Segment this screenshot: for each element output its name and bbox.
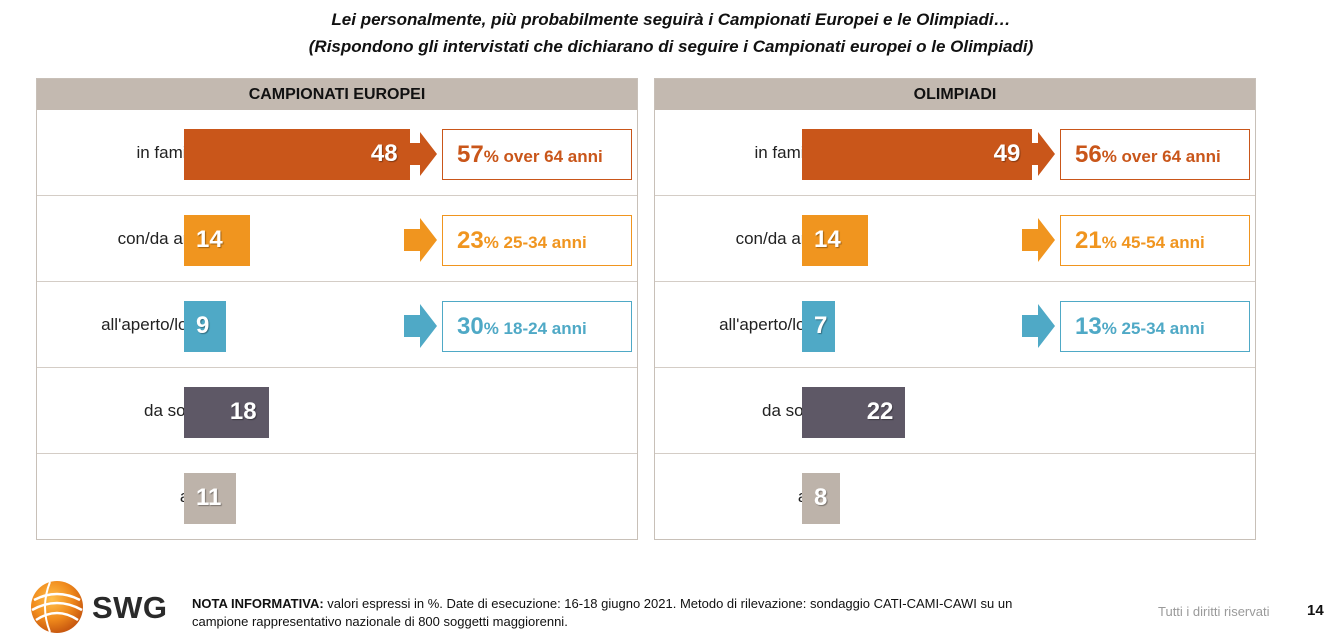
- arrow-right-icon: [1022, 218, 1055, 262]
- rights-text: Tutti i diritti riservati: [1158, 604, 1270, 619]
- row-divider: [655, 195, 1255, 196]
- brand-name: SWG: [92, 590, 168, 625]
- footnote-label: NOTA INFORMATIVA:: [192, 596, 324, 611]
- bar-row: all'aperto/locali 7 13% 25-34 anni: [655, 282, 1255, 368]
- footnote-text: valori espressi in %. Date di esecuzione…: [192, 596, 1013, 629]
- callout-text: % 18-24 anni: [483, 319, 587, 338]
- bar-value-label: 7: [814, 312, 828, 339]
- bar: 8: [802, 473, 840, 524]
- arrow-right-icon: [1022, 304, 1055, 348]
- swg-logo-icon: [31, 581, 83, 633]
- bar-value-label: 48: [370, 140, 398, 167]
- bar: 14: [184, 215, 250, 266]
- callout-text: % over 64 anni: [483, 147, 603, 166]
- row-divider: [37, 281, 637, 282]
- demographic-callout: 13% 25-34 anni: [1060, 301, 1250, 352]
- callout-text: % 25-34 anni: [1101, 319, 1205, 338]
- chart-title-line1: Lei personalmente, più probabilmente seg…: [331, 10, 1011, 29]
- demographic-callout: 30% 18-24 anni: [442, 301, 632, 352]
- row-divider: [37, 367, 637, 368]
- panel-campionati-europei: CAMPIONATI EUROPEI in famiglia 48 57% over…: [36, 78, 638, 540]
- bar-value-label: 49: [993, 140, 1021, 167]
- row-divider: [655, 453, 1255, 454]
- callout-text: % 45-54 anni: [1101, 233, 1205, 252]
- bar-value-label: 9: [196, 312, 210, 339]
- bar-row: da solo/a 18: [37, 368, 637, 454]
- bar: 18: [184, 387, 269, 438]
- bar-value-label: 22: [866, 398, 894, 425]
- bar: 14: [802, 215, 868, 266]
- arrow-right-icon: [404, 304, 437, 348]
- row-divider: [655, 281, 1255, 282]
- bar-row: con/da amici 14 21% 45-54 anni: [655, 196, 1255, 282]
- bar-value-label: 11: [196, 484, 222, 511]
- demographic-callout: 57% over 64 anni: [442, 129, 632, 180]
- arrow-right-icon: [404, 218, 437, 262]
- bar: 7: [802, 301, 835, 352]
- callout-text: % 25-34 anni: [483, 233, 587, 252]
- row-divider: [655, 367, 1255, 368]
- panel-title: CAMPIONATI EUROPEI: [37, 79, 637, 110]
- bar-row: da solo/a 22: [655, 368, 1255, 454]
- arrow-right-icon: [404, 132, 437, 176]
- callout-percent: 21: [1075, 227, 1102, 254]
- arrow-right-icon: [1022, 132, 1055, 176]
- bar-row: altro8: [655, 454, 1255, 540]
- bar-row: in famiglia 48 57% over 64 anni: [37, 110, 637, 196]
- bar: 9: [184, 301, 227, 352]
- demographic-callout: 23% 25-34 anni: [442, 215, 632, 266]
- bar-value-label: 14: [196, 226, 223, 253]
- bar-value-label: 18: [229, 398, 257, 425]
- bar-row: in famiglia 49 56% over 64 anni: [655, 110, 1255, 196]
- panel-title: OLIMPIADI: [655, 79, 1255, 110]
- callout-percent: 57: [457, 141, 484, 168]
- callout-percent: 56: [1075, 141, 1102, 168]
- callout-percent: 30: [457, 313, 484, 340]
- row-divider: [37, 195, 637, 196]
- demographic-callout: 21% 45-54 anni: [1060, 215, 1250, 266]
- bar: 22: [802, 387, 906, 438]
- bar-value-label: 14: [814, 226, 841, 253]
- bar: 48: [184, 129, 410, 180]
- demographic-callout: 56% over 64 anni: [1060, 129, 1250, 180]
- callout-percent: 23: [457, 227, 484, 254]
- chart-title-line2: (Rispondono gli intervistati che dichiar…: [308, 37, 1034, 56]
- bar-value-label: 8: [814, 484, 828, 511]
- page-number: 14: [1307, 602, 1324, 619]
- bar-row: all'aperto/locali 9 30% 18-24 anni: [37, 282, 637, 368]
- bar-row: altro11: [37, 454, 637, 540]
- footnote: NOTA INFORMATIVA: valori espressi in %. …: [192, 595, 1072, 631]
- row-divider: [37, 453, 637, 454]
- bar: 49: [802, 129, 1033, 180]
- panel-olimpiadi: OLIMPIADI in famiglia 49 56% over 64 anni c…: [654, 78, 1256, 540]
- callout-percent: 13: [1075, 313, 1102, 340]
- callout-text: % over 64 anni: [1101, 147, 1221, 166]
- bar-row: con/da amici 14 23% 25-34 anni: [37, 196, 637, 282]
- bar: 11: [184, 473, 236, 524]
